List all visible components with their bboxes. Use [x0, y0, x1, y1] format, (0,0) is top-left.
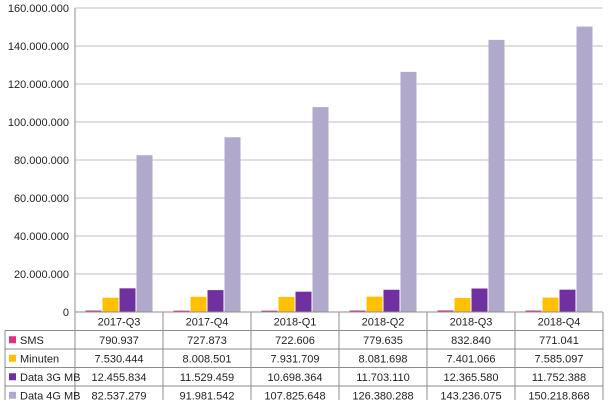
legend-swatch — [9, 354, 16, 362]
data-table-cell: 12.455.834 — [91, 372, 146, 384]
y-tick-label: 140.000.000 — [8, 41, 69, 53]
bar-sms — [173, 310, 190, 312]
data-table-cell: 7.931.709 — [271, 353, 320, 365]
data-table-cell: 8.008.501 — [183, 353, 232, 365]
y-tick-label: 160.000.000 — [8, 3, 69, 15]
bar-minuten — [542, 297, 559, 312]
bar-data-3g-mb — [559, 289, 576, 312]
bar-data-4g-mb — [576, 26, 593, 313]
bar-data-3g-mb — [207, 290, 224, 312]
y-tick-label: 100.000.000 — [8, 117, 69, 129]
data-table-cell: 10.698.364 — [267, 372, 322, 384]
bar-data-3g-mb — [119, 288, 136, 312]
category-label: 2018-Q4 — [538, 317, 581, 329]
y-tick-label: 60.000.000 — [14, 193, 69, 205]
legend-swatch — [9, 336, 16, 344]
bar-minuten — [102, 297, 119, 312]
data-table-cell: 91.981.542 — [179, 390, 234, 400]
bar-data-4g-mb — [400, 71, 417, 313]
data-table-cell: 771.041 — [539, 335, 579, 347]
data-table-cell: 7.530.444 — [95, 353, 144, 365]
bar-sms — [85, 310, 102, 312]
legend-label: SMS — [20, 335, 44, 347]
data-table-cell: 150.218.868 — [528, 390, 589, 400]
legend-label: Data 4G MB — [20, 390, 81, 400]
bar-sms — [349, 310, 366, 312]
bar-data-4g-mb — [224, 137, 241, 312]
bar-minuten — [190, 296, 207, 312]
category-label: 2017-Q4 — [186, 317, 229, 329]
gridlines — [74, 7, 603, 313]
legend-label: Data 3G MB — [20, 372, 81, 384]
category-label: 2017-Q3 — [98, 317, 141, 329]
y-tick-label: 0 — [63, 307, 69, 319]
legend-swatch — [9, 373, 16, 381]
data-table-cell: 7.401.066 — [447, 353, 496, 365]
legend-label: Minuten — [20, 353, 59, 365]
bar-minuten — [366, 296, 383, 312]
bar-data-3g-mb — [383, 289, 400, 312]
bar-minuten — [454, 297, 471, 312]
y-tick-label: 40.000.000 — [14, 231, 69, 243]
data-table: 2017-Q3 2017-Q4 2018-Q1 2018-Q2 2018-Q3 2018-… — [4, 311, 604, 400]
data-table-cell: 727.873 — [187, 335, 227, 347]
data-table-cell: 82.537.279 — [91, 390, 146, 400]
data-table-cell: 11.529.459 — [180, 372, 234, 384]
data-table-cell: 12.365.580 — [443, 372, 498, 384]
data-table-cell: 832.840 — [451, 335, 491, 347]
bar-data-4g-mb — [488, 39, 505, 313]
data-table-cell: 11.752.388 — [532, 372, 586, 384]
data-table-cell: 143.236.075 — [440, 390, 501, 400]
y-tick-label: 20.000.000 — [14, 269, 69, 281]
data-table-cell: 779.635 — [363, 335, 403, 347]
data-table-cell: 790.937 — [99, 335, 139, 347]
bar-data-4g-mb — [312, 107, 329, 312]
category-label: 2018-Q2 — [362, 317, 405, 329]
data-table-cell: 7.585.097 — [535, 353, 584, 365]
data-table-cell: 11.703.110 — [356, 372, 409, 384]
category-label: 2018-Q3 — [450, 317, 493, 329]
data-table-cell: 8.081.698 — [359, 353, 408, 365]
y-axis-tick-labels: 0 20.000.000 40.000.000 60.000.000 80.000.00… — [8, 3, 69, 319]
data-table-cell: 126.380.288 — [352, 390, 413, 400]
data-table-cell: 722.606 — [275, 335, 315, 347]
bar-data-3g-mb — [295, 291, 312, 312]
bar-data-4g-mb — [136, 155, 153, 312]
bar-data-3g-mb — [471, 288, 488, 312]
category-label: 2018-Q1 — [274, 317, 317, 329]
bar-sms — [437, 310, 454, 312]
bar-sms — [525, 310, 542, 312]
bar-sms — [261, 310, 278, 312]
bar-minuten — [278, 296, 295, 312]
y-tick-label: 120.000.000 — [8, 79, 69, 91]
y-tick-label: 80.000.000 — [14, 155, 69, 167]
bars — [85, 26, 593, 313]
data-table-cell: 107.825.648 — [264, 390, 325, 400]
legend-swatch — [9, 391, 16, 399]
